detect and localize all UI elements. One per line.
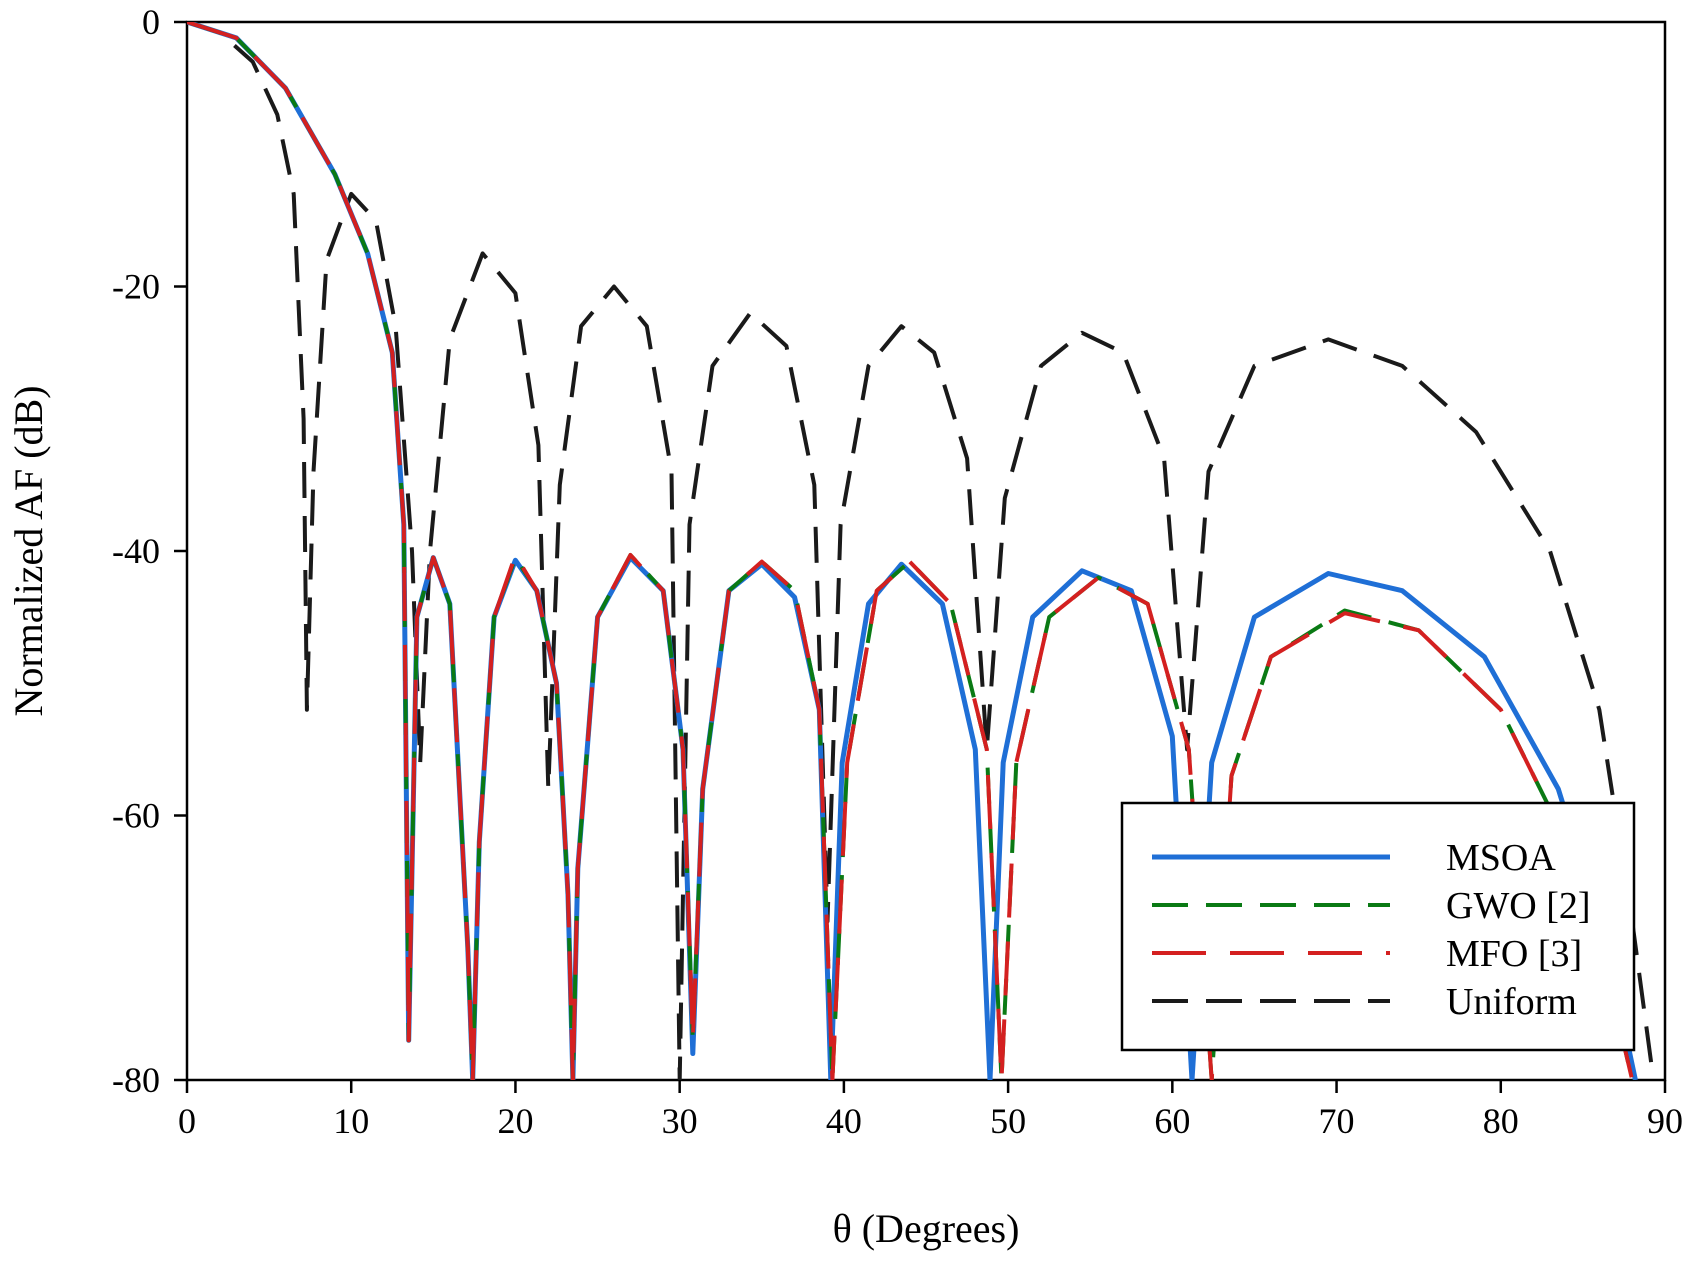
x-tick-label: 40: [826, 1101, 862, 1141]
y-tick-label: 0: [142, 2, 160, 42]
x-axis: 0 10 20 30 40 50 60 70 80 90: [178, 1080, 1683, 1141]
x-tick-label: 60: [1154, 1101, 1190, 1141]
y-tick-label: -20: [112, 267, 160, 307]
legend: MSOA GWO [2] MFO [3] Uniform: [1120, 801, 1636, 1052]
x-axis-title: θ (Degrees): [833, 1206, 1020, 1251]
legend-label-uniform: Uniform: [1446, 981, 1577, 1023]
y-axis: 0 -20 -40 -60 -80: [112, 2, 187, 1100]
legend-label-gwo-2: GWO [2]: [1446, 885, 1591, 927]
x-tick-label: 30: [662, 1101, 698, 1141]
x-tick-label: 80: [1483, 1101, 1519, 1141]
x-tick-label: 20: [497, 1101, 533, 1141]
x-tick-label: 50: [990, 1101, 1026, 1141]
x-tick-label: 10: [333, 1101, 369, 1141]
x-tick-label: 90: [1647, 1101, 1683, 1141]
legend-label-msoa: MSOA: [1446, 837, 1556, 879]
x-tick-label: 70: [1319, 1101, 1355, 1141]
y-tick-label: -80: [112, 1060, 160, 1100]
legend-label-mfo-3: MFO [3]: [1446, 933, 1582, 975]
y-tick-label: -40: [112, 531, 160, 571]
x-tick-label: 0: [178, 1101, 196, 1141]
legend-box: [1120, 801, 1636, 1052]
y-axis-title: Normalized AF (dB): [6, 385, 51, 716]
series-line-uniform: [187, 22, 1656, 1080]
y-tick-label: -60: [112, 796, 160, 836]
